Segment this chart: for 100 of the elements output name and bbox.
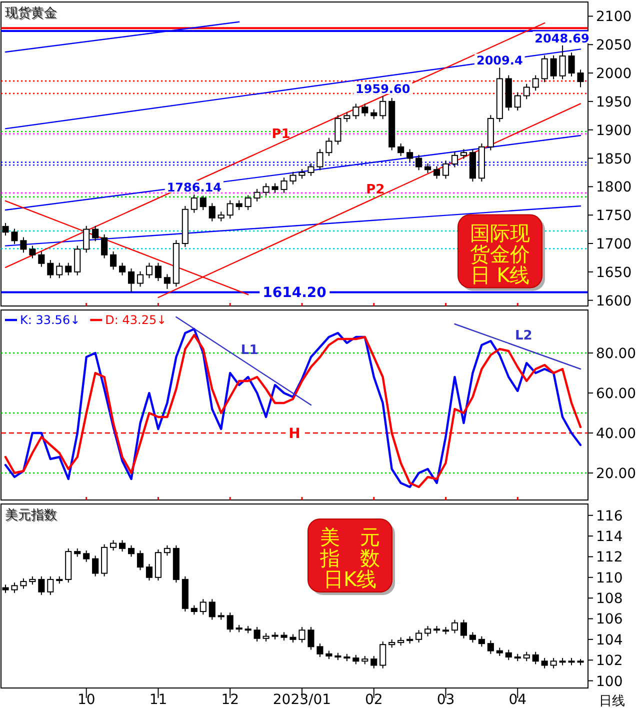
y-tick-label: 1700 (596, 236, 632, 252)
candlestick (136, 550, 144, 571)
series-label: L2 (514, 328, 532, 344)
candlestick (424, 625, 432, 637)
candlestick (316, 643, 324, 658)
candlestick (136, 270, 144, 288)
y-tick-label: 1900 (596, 122, 632, 139)
candlestick (523, 651, 530, 662)
candlestick (416, 630, 422, 644)
candlestick (523, 83, 530, 100)
candlestick (190, 194, 198, 214)
series-label: P1 (272, 127, 290, 142)
candlestick (154, 262, 162, 282)
annotation: 2048.69 (534, 31, 590, 46)
candlestick (568, 52, 575, 77)
candlestick (344, 112, 350, 122)
annotation: 2009.4 (476, 54, 523, 68)
candlestick (226, 612, 234, 633)
candlestick (298, 168, 306, 180)
candlestick (119, 540, 126, 552)
candlestick (101, 234, 108, 259)
candlestick (424, 162, 432, 174)
legend-label: K: 33.56↓ (20, 313, 80, 327)
candlestick (20, 578, 27, 590)
candlestick (326, 137, 332, 156)
candlestick (316, 148, 324, 171)
candlestick (280, 177, 288, 194)
candlestick (370, 108, 378, 120)
x-tick-label: 10 (77, 692, 96, 708)
y-tick-label: 110 (596, 570, 623, 586)
candlestick (244, 194, 252, 210)
candlestick (370, 655, 378, 669)
candlestick (559, 44, 566, 80)
candlestick (226, 200, 234, 219)
candlestick (65, 262, 72, 276)
candlestick (308, 162, 314, 176)
candlestick (406, 148, 414, 162)
candlestick (451, 619, 458, 634)
candlestick (29, 245, 36, 259)
x-tick-label: 03 (436, 692, 455, 708)
candlestick (334, 114, 342, 146)
candlestick (119, 262, 126, 276)
x-tick-label: 02 (364, 692, 383, 708)
candlestick (38, 250, 45, 268)
y-tick-label: 1650 (596, 264, 632, 281)
candlestick (92, 555, 99, 577)
candlestick (164, 544, 170, 556)
candlestick (505, 649, 512, 661)
y-tick-label: 40.00 (596, 426, 636, 442)
chart-title: 美元指数 (6, 508, 58, 524)
y-tick-label: 108 (596, 591, 623, 608)
y-tick-label: 2050 (596, 38, 632, 54)
candlestick (290, 171, 296, 185)
candlestick (433, 166, 440, 180)
candlestick (164, 274, 170, 290)
candlestick (308, 626, 314, 650)
candlestick (92, 225, 99, 242)
candlestick (460, 619, 467, 639)
candlestick (550, 658, 557, 669)
candlestick (190, 604, 198, 616)
candlestick (442, 160, 450, 180)
candlestick (38, 576, 45, 596)
candlestick (56, 262, 63, 279)
candlestick (11, 228, 18, 245)
candlestick (83, 225, 90, 254)
legend-label: D: 43.25↓ (105, 313, 167, 327)
y-tick-label: 100 (596, 674, 623, 690)
candlestick (380, 95, 386, 120)
candlestick (532, 651, 539, 665)
candlestick (550, 54, 557, 80)
candlestick (380, 640, 386, 669)
candlestick (146, 563, 153, 581)
candlestick (200, 598, 206, 616)
candlestick (460, 148, 467, 160)
x-tick-label: 11 (149, 692, 168, 708)
y-tick-label: 2100 (596, 9, 632, 26)
candlestick (398, 142, 404, 156)
y-tick-label: 2000 (596, 66, 632, 82)
candlestick (416, 154, 422, 171)
candlestick (451, 152, 458, 168)
text: 日线 (599, 694, 625, 709)
candlestick (532, 74, 539, 92)
candlestick (47, 576, 54, 596)
candlestick (352, 103, 360, 120)
y-tick-label: 114 (596, 529, 623, 546)
y-tick-label: 112 (596, 550, 623, 566)
candlestick (128, 544, 135, 558)
candlestick (200, 195, 206, 210)
candlestick (20, 236, 27, 254)
candlestick (208, 202, 216, 222)
y-tick-label: 1600 (596, 293, 632, 310)
chart-title: 现货黄金 (6, 7, 58, 22)
y-tick-label: 104 (596, 632, 623, 648)
candlestick (47, 259, 54, 279)
candlestick (146, 262, 153, 279)
candlestick (83, 550, 90, 562)
candlestick (262, 182, 270, 196)
x-tick-label: 2023/01 (272, 692, 332, 708)
y-tick-label: 116 (596, 508, 623, 524)
candlestick (218, 211, 224, 222)
